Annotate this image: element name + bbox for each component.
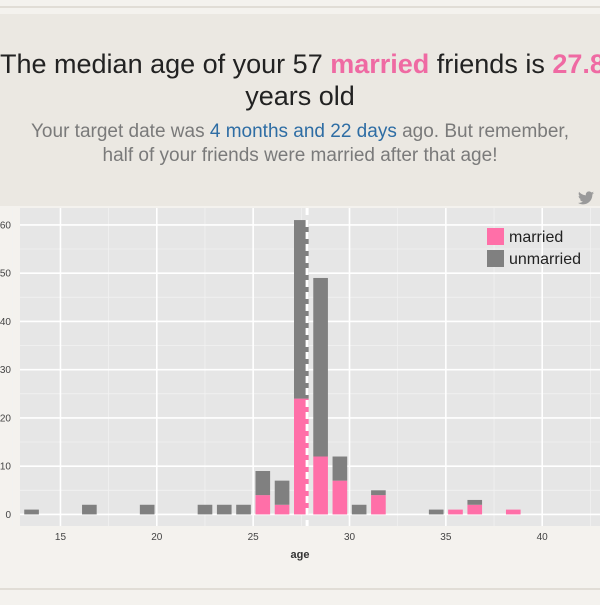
y-tick-label: 30 [0, 365, 11, 376]
bar-married [448, 509, 463, 515]
y-tick-label: 50 [0, 269, 11, 280]
legend-label-unmarried: unmarried [509, 251, 581, 268]
subhead-prefix: Your target date was [31, 121, 210, 142]
y-tick-label: 60 [0, 220, 11, 231]
histogram-chart: 0 10 20 30 40 50 60 15 20 25 30 35 40 married unmarrie… [0, 206, 600, 600]
headline: The median age of your 57 married friend… [0, 48, 600, 80]
target-date-link[interactable]: 4 months and 22 days [209, 121, 397, 142]
x-tick-label: 20 [151, 532, 163, 543]
bar-unmarried [294, 220, 309, 399]
bar-married [255, 495, 271, 515]
x-tick-label: 30 [344, 532, 356, 543]
bar-unmarried [236, 504, 251, 515]
twitter-icon[interactable] [578, 191, 594, 205]
bar-unmarried [313, 277, 328, 457]
bottom-rule [0, 588, 600, 590]
x-tick-label: 25 [248, 532, 260, 543]
bar-married [313, 456, 328, 515]
headline-panel: The median age of your 57 married friend… [0, 14, 600, 206]
y-tick-label: 40 [0, 317, 11, 328]
bar-unmarried [24, 509, 39, 515]
subhead-suffix: ago. But remember, half of your friends … [102, 121, 569, 166]
headline-middle: friends is [429, 49, 553, 79]
histogram-svg: 0 10 20 30 40 50 60 15 20 25 30 35 40 married unmarrie… [0, 208, 600, 543]
bar-unmarried [255, 470, 271, 496]
bar-married [332, 480, 348, 515]
bar-unmarried [371, 490, 386, 496]
legend-swatch-married [487, 228, 504, 245]
bar-married [505, 509, 521, 515]
bar-unmarried [467, 499, 483, 505]
y-tick-label: 0 [5, 510, 11, 521]
headline-married-word: married [330, 49, 430, 79]
x-axis-label: age [290, 549, 310, 561]
headline-median-value: 27.8 [552, 49, 600, 79]
bar-married [467, 504, 483, 515]
bar-unmarried [351, 504, 367, 515]
bar-unmarried [139, 504, 155, 515]
bar-married [294, 398, 309, 515]
x-tick-label: 35 [440, 532, 452, 543]
bar-married [371, 495, 386, 515]
bar-unmarried [274, 480, 290, 505]
bar-married [274, 504, 290, 515]
legend-swatch-unmarried [487, 250, 504, 267]
bar-unmarried [82, 504, 97, 515]
y-tick-label: 10 [0, 462, 11, 473]
headline-prefix: The median age of your 57 [0, 49, 331, 79]
top-rule [0, 6, 600, 8]
x-tick-label: 40 [537, 532, 549, 543]
x-tick-label: 15 [55, 532, 67, 543]
y-tick-label: 20 [0, 413, 11, 424]
bar-unmarried [197, 504, 213, 515]
bar-unmarried [428, 509, 444, 515]
headline-line2: years old [245, 81, 355, 111]
subhead: Your target date was 4 months and 22 day… [20, 120, 580, 168]
legend-label-married: married [509, 229, 563, 246]
bar-unmarried [332, 456, 348, 481]
bar-unmarried [216, 504, 232, 515]
